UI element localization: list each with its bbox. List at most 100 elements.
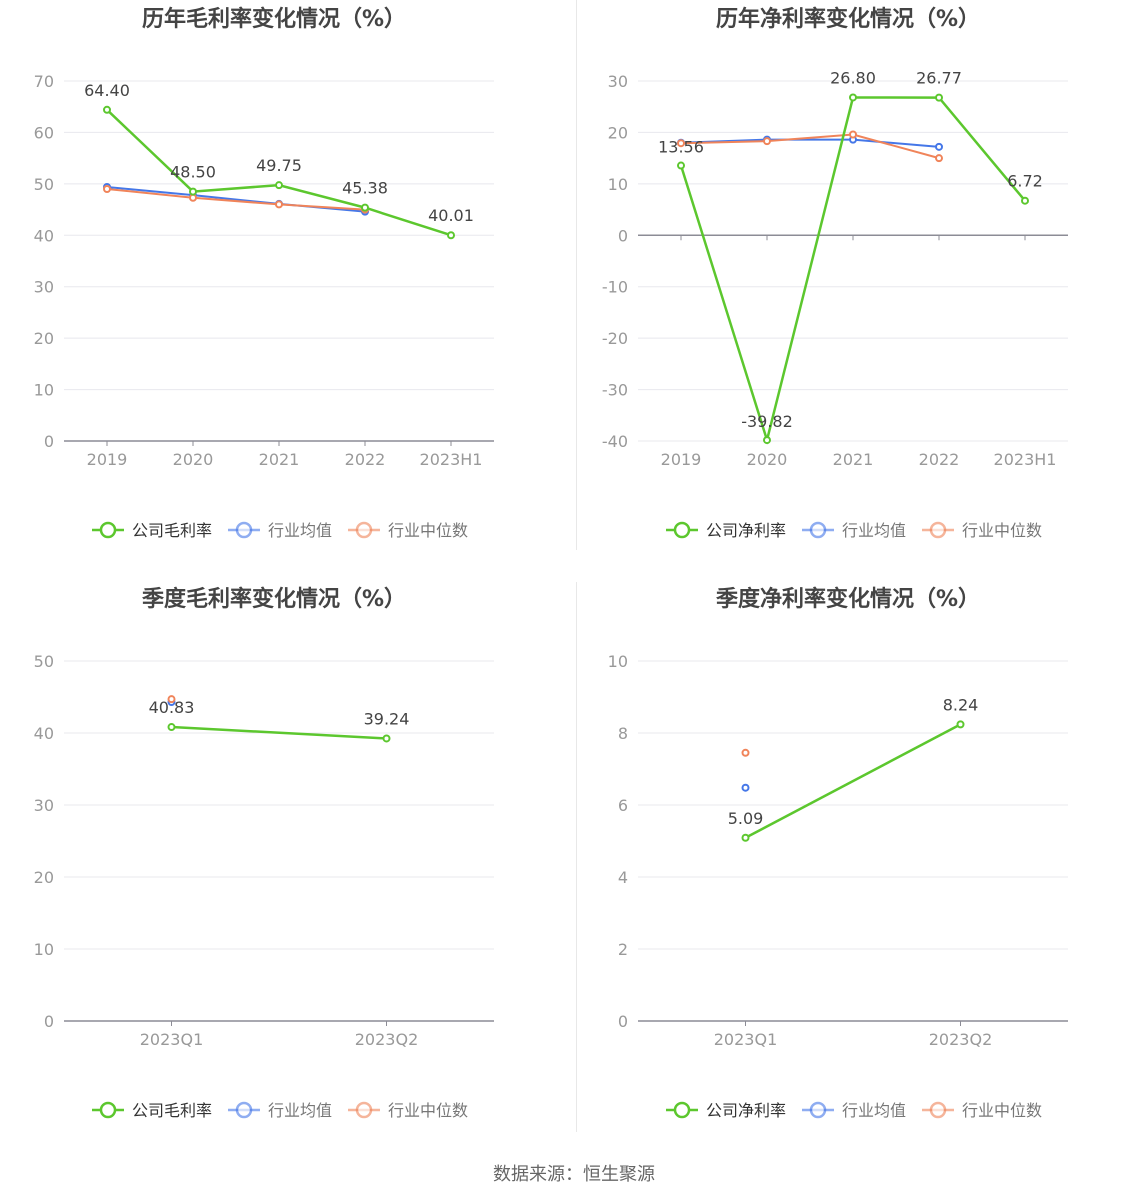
source-note: 数据来源：恒生聚源 [493,1164,655,1185]
data-point-company[interactable] [189,187,197,196]
series-line-avg [680,138,940,148]
legend-marker [235,1101,253,1119]
chart-annual-net-margin: 历年净利率变化情况（%） -40 -30 -20 -10 0 10 20 30 2019 2020 2… [574,0,1148,580]
x-tick-label: 2023Q1 [140,1030,204,1049]
y-tick-label: 6 [618,796,628,815]
y-tick-label: 50 [34,652,54,671]
y-tick-label: 20 [34,868,54,887]
y-tick-label: 30 [34,278,54,297]
data-point-company[interactable] [935,93,943,102]
series-line-company [744,723,962,839]
y-tick-label: 0 [618,1012,628,1031]
data-point-company[interactable] [956,720,965,729]
x-tick-label: 2019 [661,450,702,469]
data-label: 6.72 [1007,172,1043,191]
data-point-median[interactable] [677,139,685,148]
data-point-median[interactable] [189,193,197,202]
y-tick-label: 0 [618,226,628,245]
y-tick-label: 10 [34,381,54,400]
data-point-median[interactable] [935,154,943,163]
data-point-median[interactable] [741,748,750,757]
data-point-company[interactable] [382,734,391,743]
y-tick-label: 40 [34,226,54,245]
legend-item-median[interactable]: 行业中位数 [922,521,1042,540]
legend-marker [99,521,117,539]
x-tick-label: 2021 [833,450,874,469]
y-tick-label: 10 [608,652,628,671]
data-label: 13.56 [658,138,704,157]
y-tick-label: -20 [602,329,628,348]
legend-marker [235,521,253,539]
y-tick-label: 60 [34,123,54,142]
chart-annual-gross-margin: 历年毛利率变化情况（%） 0 10 20 30 40 50 60 70 2019 2020 2021 2… [0,0,574,580]
data-point-company[interactable] [741,833,750,842]
data-point-company[interactable] [677,161,685,170]
chart-title: 历年毛利率变化情况（%） [142,6,406,32]
y-tick-label: 0 [44,1012,54,1031]
data-point-avg[interactable] [741,783,750,792]
data-point-avg[interactable] [935,142,943,151]
data-point-company[interactable] [763,436,771,445]
legend-label: 行业均值 [268,521,332,540]
data-point-median[interactable] [763,137,771,146]
data-label: 39.24 [364,709,410,728]
y-tick-label: 4 [618,868,628,887]
series-line-company [171,725,387,740]
legend-item-company[interactable]: 公司毛利率 [92,1101,212,1120]
y-tick-label: -30 [602,381,628,400]
x-tick-label: 2020 [173,450,214,469]
y-tick-label: 8 [618,724,628,743]
legend-item-median[interactable]: 行业中位数 [348,1101,468,1120]
data-label: 5.09 [728,809,764,828]
data-label: 26.80 [830,68,876,87]
legend-item-median[interactable]: 行业中位数 [348,521,468,540]
y-tick-label: 10 [608,175,628,194]
legend-label: 公司净利率 [706,521,786,540]
legend-label: 行业中位数 [388,521,468,540]
data-point-company[interactable] [275,181,283,190]
legend-marker [929,1101,947,1119]
data-point-median[interactable] [275,200,283,209]
chart-title: 历年净利率变化情况（%） [716,6,980,32]
y-tick-label: 20 [34,329,54,348]
data-label: 49.75 [256,156,302,175]
y-tick-label: -40 [602,432,628,451]
legend-item-avg[interactable]: 行业均值 [228,1101,332,1120]
data-label: 8.24 [943,695,979,714]
x-tick-label: 2019 [87,450,128,469]
legend-item-company[interactable]: 公司净利率 [666,521,786,540]
legend-item-company[interactable]: 公司净利率 [666,1101,786,1120]
data-point-median[interactable] [849,130,857,139]
x-tick-label: 2022 [345,450,386,469]
data-point-company[interactable] [1021,196,1029,205]
x-tick-label: 2023Q1 [714,1030,778,1049]
legend-marker [809,521,827,539]
x-tick-label: 2022 [919,450,960,469]
data-point-company[interactable] [361,203,369,212]
legend-item-avg[interactable]: 行业均值 [228,521,332,540]
chart-annual-gross-margin-svg: 历年毛利率变化情况（%） 0 10 20 30 40 50 60 70 2019 2020 2021 2… [34,6,494,540]
y-tick-label: 30 [34,796,54,815]
legend-label: 行业均值 [268,1101,332,1120]
chart-quarterly-net-margin: 季度净利率变化情况（%） 0 2 4 6 8 10 2023Q1 2023Q2 5.09 8.24 公… [574,580,1148,1160]
data-label: 26.77 [916,69,962,88]
data-point-company[interactable] [103,105,111,114]
data-point-company[interactable] [447,231,455,240]
legend-item-avg[interactable]: 行业均值 [802,521,906,540]
legend-item-company[interactable]: 公司毛利率 [92,521,212,540]
data-point-median[interactable] [103,185,111,193]
x-tick-label: 2023Q2 [929,1030,993,1049]
data-point-company[interactable] [167,723,176,732]
legend-marker [673,1101,691,1119]
y-tick-label: 20 [608,123,628,142]
y-tick-label: -10 [602,278,628,297]
data-point-median[interactable] [167,695,176,704]
legend-label: 行业中位数 [388,1101,468,1120]
chart-title: 季度毛利率变化情况（%） [142,586,406,612]
legend-item-avg[interactable]: 行业均值 [802,1101,906,1120]
legend-marker [99,1101,117,1119]
chart-title: 季度净利率变化情况（%） [716,586,980,612]
legend-item-median[interactable]: 行业中位数 [922,1101,1042,1120]
x-tick-label: 2023H1 [420,450,483,469]
data-point-company[interactable] [849,93,857,102]
